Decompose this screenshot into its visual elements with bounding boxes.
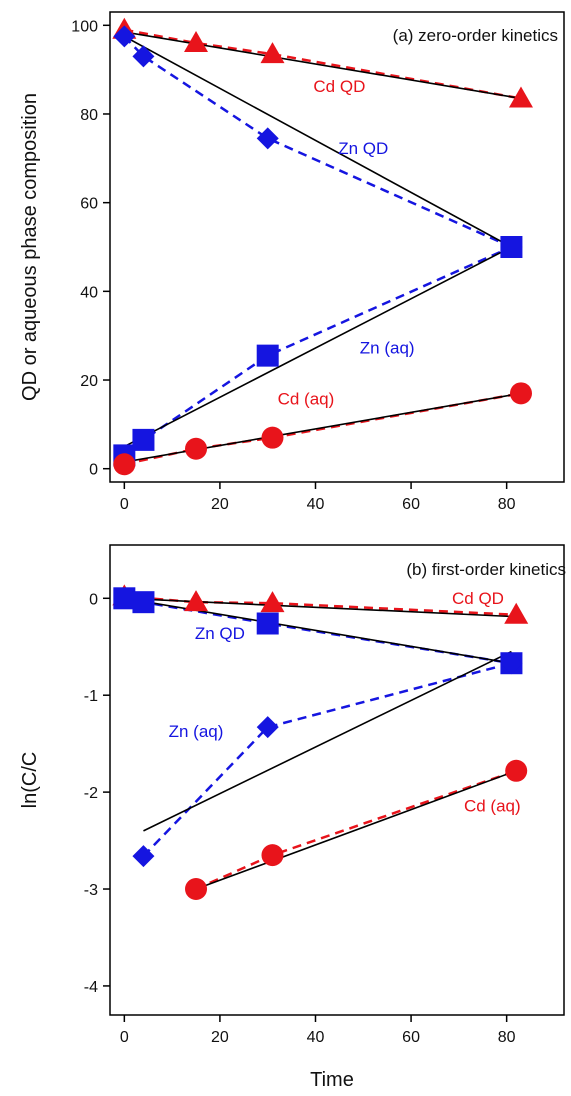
x-tick-label-b-0: 0 <box>120 1029 129 1046</box>
panel-label-a: (a) zero-order kinetics <box>393 26 558 45</box>
y-tick-label-b-0: 0 <box>89 591 98 608</box>
y-tick-label-a-80: 80 <box>80 107 98 124</box>
y-axis-title-a: QD or aqueous phase composition <box>19 93 41 401</box>
y-tick-label-b-4: -4 <box>84 979 98 996</box>
fit-line-b-cd-aq <box>195 770 517 890</box>
point-a-cd-aq-0 <box>113 453 136 476</box>
point-b-zn-qd-1 <box>132 591 155 614</box>
panel-a-zero-order: 0 20 40 60 80 0 20 40 60 80 100 Cd QD Zn QD Zn (aq)… <box>19 11 565 513</box>
y-ticks-a: 0 20 40 60 80 100 <box>71 18 110 479</box>
point-a-cd-aq-1 <box>185 437 208 460</box>
series-group-b <box>112 584 529 901</box>
annotation-a-cd-qd: Cd QD <box>313 77 365 96</box>
point-b-cd-aq-2 <box>505 759 528 782</box>
x-tick-label-a-80: 80 <box>498 496 516 513</box>
point-b-zn-aq-2 <box>500 652 523 675</box>
panel-label-b: (b) first-order kinetics <box>406 560 566 579</box>
y-tick-label-a-40: 40 <box>80 284 98 301</box>
x-tick-label-b-60: 60 <box>402 1029 420 1046</box>
point-b-zn-aq-0 <box>132 845 155 868</box>
series-line-b-zn-qd <box>124 597 512 665</box>
point-a-cd-qd-3 <box>508 86 533 108</box>
y-tick-label-b-3: -3 <box>84 882 98 899</box>
annotation-b-zn-aq: Zn (aq) <box>169 722 224 741</box>
point-b-zn-qd-0 <box>113 587 136 610</box>
point-b-zn-qd-2 <box>256 612 279 635</box>
x-tick-label-a-60: 60 <box>402 496 420 513</box>
fit-line-a-zn-aq <box>123 246 512 448</box>
annotation-b-cd-qd: Cd QD <box>452 589 504 608</box>
x-ticks-b: 0 20 40 60 80 <box>120 1015 516 1046</box>
fit-line-a-zn-qd <box>123 35 512 248</box>
y-tick-label-a-60: 60 <box>80 196 98 213</box>
y-tick-label-a-0: 0 <box>89 462 98 479</box>
x-tick-label-a-0: 0 <box>120 496 129 513</box>
annotations-b: Cd QD Zn QD Zn (aq) Cd (aq) <box>169 589 521 815</box>
annotation-b-zn-qd: Zn QD <box>195 624 245 643</box>
annotation-a-zn-aq: Zn (aq) <box>360 338 415 357</box>
point-a-zn-qd-1 <box>132 45 155 68</box>
y-tick-label-a-20: 20 <box>80 373 98 390</box>
point-a-cd-qd-2 <box>260 42 285 64</box>
x-tick-label-a-40: 40 <box>307 496 325 513</box>
y-tick-label-b-2: -2 <box>84 785 98 802</box>
x-tick-label-b-40: 40 <box>307 1029 325 1046</box>
y-axis-title-b: ln(C/C <box>19 752 41 809</box>
point-a-zn-qd-2 <box>256 127 279 150</box>
point-b-cd-aq-1 <box>261 844 284 867</box>
annotations-a: Cd QD Zn QD Zn (aq) Cd (aq) <box>278 77 415 409</box>
fit-line-b-zn-aq <box>143 650 512 832</box>
plot-frame-b <box>109 544 565 1016</box>
annotation-a-cd-aq: Cd (aq) <box>278 389 335 408</box>
series-line-b-zn-aq <box>142 662 512 857</box>
x-axis-title: Time <box>310 1069 354 1091</box>
annotation-b-cd-aq: Cd (aq) <box>464 796 521 815</box>
point-b-cd-qd-2 <box>260 591 285 613</box>
y-tick-label-a-100: 100 <box>71 18 98 35</box>
annotation-a-zn-qd: Zn QD <box>338 139 388 158</box>
plot-frame-a <box>109 11 565 483</box>
point-a-cd-aq-3 <box>509 382 532 405</box>
x-tick-label-b-20: 20 <box>211 1029 229 1046</box>
y-ticks-b: 0 -1 -2 -3 -4 <box>84 591 110 996</box>
point-b-cd-qd-3 <box>504 602 529 624</box>
series-line-a-zn-aq <box>123 245 512 457</box>
point-b-zn-aq-1 <box>256 716 279 739</box>
x-ticks-a: 0 20 40 60 80 <box>120 482 516 513</box>
point-b-cd-aq-0 <box>185 878 208 901</box>
series-group-a <box>112 17 533 476</box>
point-b-cd-qd-1 <box>184 590 209 612</box>
y-tick-label-b-1: -1 <box>84 688 98 705</box>
point-a-zn-qd-0 <box>113 25 136 48</box>
series-line-a-cd-qd <box>124 28 522 100</box>
point-a-cd-qd-1 <box>184 31 209 53</box>
x-tick-label-b-80: 80 <box>498 1029 516 1046</box>
point-a-cd-aq-2 <box>261 426 284 449</box>
point-a-zn-aq-2 <box>256 344 279 367</box>
x-tick-label-a-20: 20 <box>211 496 229 513</box>
point-a-zn-aq-3 <box>500 236 523 258</box>
point-a-zn-aq-1 <box>132 428 155 451</box>
